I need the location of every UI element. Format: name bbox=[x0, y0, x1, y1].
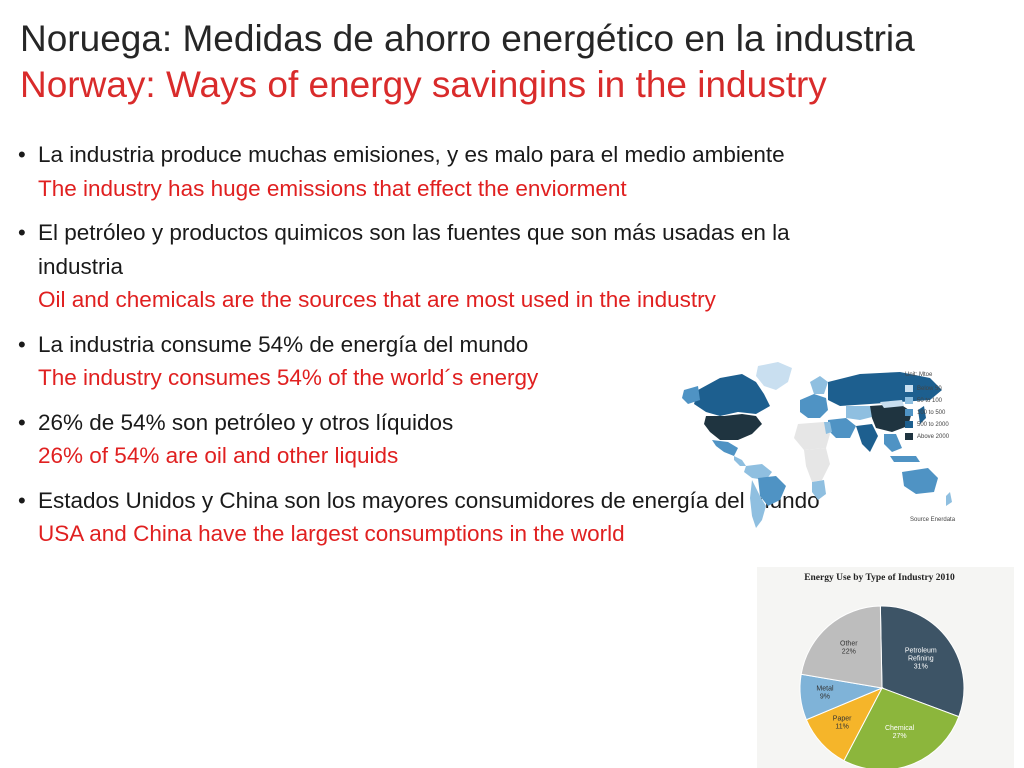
map-source: Source Enerdata bbox=[910, 517, 956, 523]
legend-label: 100 to 500 bbox=[917, 409, 946, 416]
legend-swatch bbox=[905, 421, 913, 428]
bullet-dot: • bbox=[18, 487, 26, 513]
map-region-alaska bbox=[682, 386, 700, 404]
map-legend-row: Above 2000 bbox=[905, 432, 949, 441]
legend-swatch bbox=[905, 397, 913, 404]
map-region-scandinavia bbox=[810, 376, 828, 394]
bullet-text-english: 26% of 54% are oil and other liquids bbox=[38, 443, 399, 468]
map-region-central-america bbox=[734, 456, 746, 466]
bullet-dot: • bbox=[18, 220, 26, 245]
bullet-list: • La industria produce muchas emisiones,… bbox=[18, 138, 878, 562]
bullet-text-spanish: La industria consume 54% de energía del … bbox=[38, 331, 529, 357]
map-region-north-africa bbox=[794, 422, 830, 450]
legend-swatch bbox=[905, 433, 913, 440]
bullet-item: • Estados Unidos y China son los mayores… bbox=[18, 484, 878, 551]
map-region-europe bbox=[800, 394, 828, 418]
legend-swatch bbox=[905, 409, 913, 416]
bullet-item: • La industria consume 54% de energía de… bbox=[18, 328, 878, 395]
slide-title: Noruega: Medidas de ahorro energético en… bbox=[20, 16, 1010, 108]
bullet-dot: • bbox=[18, 142, 26, 167]
pie-slice-other bbox=[800, 605, 883, 689]
pie-slice-label: Petroleum Refining 31% bbox=[905, 647, 937, 670]
bullet-text-spanish: Estados Unidos y China son los mayores c… bbox=[38, 487, 820, 513]
pie-slice-label: Metal 9% bbox=[816, 686, 834, 701]
bullet-text-english: The industry consumes 54% of the world´s… bbox=[38, 365, 539, 390]
legend-label: Below 50 bbox=[917, 385, 942, 392]
map-region-mongolia bbox=[880, 400, 904, 408]
pie-chart-title: Energy Use by Type of Industry 2010 bbox=[804, 573, 955, 583]
pie-chart-panel: Energy Use by Type of Industry 2010 Petr… bbox=[757, 567, 1014, 768]
map-legend-row: 50 to 100 bbox=[905, 396, 942, 405]
pie-slice-label: Other 22% bbox=[840, 640, 858, 655]
map-region-greenland bbox=[756, 362, 792, 390]
map-region-middle-east bbox=[828, 418, 856, 438]
map-region-egypt bbox=[824, 422, 832, 434]
map-legend-row: Below 50 bbox=[905, 384, 942, 393]
map-region-china bbox=[870, 404, 912, 432]
title-spanish: Noruega: Medidas de ahorro energético en… bbox=[20, 18, 915, 59]
pie-slice-chemical bbox=[843, 687, 960, 768]
bullet-text-english: Oil and chemicals are the sources that a… bbox=[38, 287, 716, 312]
map-region-russia bbox=[828, 372, 942, 406]
bullet-item: • La industria produce muchas emisiones,… bbox=[18, 138, 878, 205]
map-region-south-america-north bbox=[744, 464, 772, 480]
bullet-item: • El petróleo y productos quimicos son l… bbox=[18, 216, 878, 317]
map-region-new-zealand bbox=[946, 492, 952, 506]
map-legend-row: 100 to 500 bbox=[905, 408, 945, 417]
world-energy-map bbox=[682, 362, 952, 528]
map-region-australia bbox=[902, 468, 938, 494]
legend-swatch bbox=[905, 385, 913, 392]
legend-label: 500 to 2000 bbox=[917, 421, 949, 428]
map-region-india bbox=[856, 424, 878, 452]
bullet-item: • 26% de 54% son petróleo y otros líquid… bbox=[18, 406, 878, 473]
legend-label: Above 2000 bbox=[917, 433, 950, 440]
map-region-brazil bbox=[758, 476, 786, 506]
map-region-japan bbox=[918, 406, 926, 424]
bullet-dot: • bbox=[18, 331, 26, 357]
bullet-text-spanish: El petróleo y productos quimicos son las… bbox=[38, 220, 790, 279]
map-region-south-america-south bbox=[750, 480, 766, 528]
map-region-southeast-asia bbox=[884, 434, 902, 452]
bullet-text-spanish: La industria produce muchas emisiones, y… bbox=[38, 142, 785, 167]
map-region-canada bbox=[694, 374, 770, 416]
pie-slice-label: Chemical 27% bbox=[885, 725, 915, 740]
map-legend-title: Unit: Mtoe bbox=[905, 372, 933, 378]
map-legend: Unit: Mtoe Below 50 50 to 100 100 to 500… bbox=[905, 372, 975, 492]
map-legend-row: 500 to 2000 bbox=[905, 420, 949, 429]
map-region-mexico bbox=[712, 440, 738, 456]
pie-slice-petroleum-refining bbox=[879, 605, 965, 718]
pie-slice-label: Paper 11% bbox=[833, 716, 852, 731]
pie-chart: Petroleum Refining 31% Chemical 27% Paper 11% M… bbox=[799, 605, 965, 768]
title-english: Norway: Ways of energy savingins in the … bbox=[20, 64, 827, 105]
bullet-text-english: USA and China have the largest consumpti… bbox=[38, 521, 625, 546]
map-region-central-africa bbox=[804, 448, 830, 482]
map-region-indonesia bbox=[890, 456, 920, 462]
map-region-central-asia bbox=[846, 406, 876, 420]
bullet-text-spanish: 26% de 54% son petróleo y otros líquidos bbox=[38, 409, 454, 435]
legend-label: 50 to 100 bbox=[917, 397, 943, 404]
map-region-south-africa bbox=[812, 480, 826, 500]
bullet-dot: • bbox=[18, 409, 26, 435]
bullet-text-english: The industry has huge emissions that eff… bbox=[38, 175, 627, 201]
map-region-usa bbox=[704, 414, 762, 440]
